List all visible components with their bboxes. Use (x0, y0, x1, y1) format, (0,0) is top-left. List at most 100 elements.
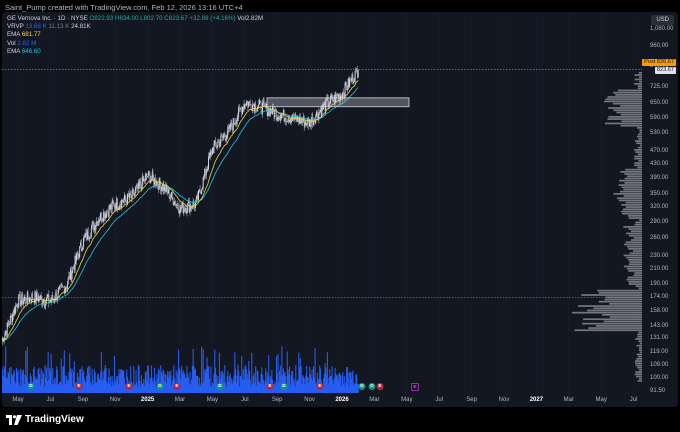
candle-body (179, 205, 181, 214)
candle (138, 179, 140, 190)
candle (15, 302, 17, 315)
volume-profile-bar (608, 107, 642, 109)
candle (35, 291, 37, 304)
volume-bar (131, 385, 133, 393)
earnings-event-icon[interactable]: E (266, 383, 274, 390)
candle-body (298, 120, 300, 124)
price-axis-label: 290.00 (650, 218, 669, 225)
legend-vol-row[interactable]: Vol 2.82 M (7, 40, 263, 48)
candle (93, 222, 95, 235)
volume-bar (277, 354, 279, 393)
candle (179, 200, 181, 216)
dividend-event-icon[interactable]: D (368, 383, 376, 390)
candle-body (61, 285, 63, 287)
legend-vrvp-row[interactable]: VRVP 13.68 K 11.13 K 24.81K (7, 23, 263, 31)
earnings-event-icon[interactable]: E (173, 383, 181, 390)
volume-bar (238, 386, 240, 393)
volume-bar (173, 365, 175, 393)
candle-body (240, 108, 242, 110)
volume-bar (106, 381, 108, 393)
candle (90, 232, 91, 239)
volume-bar (142, 384, 144, 393)
legend-ema-slow-row[interactable]: EMA 646.60 (7, 48, 263, 56)
chart-panel[interactable]: GE Vernova Inc. · 1D · NYSE O822.93 H834… (2, 12, 678, 407)
candle (352, 71, 354, 85)
candle-body (117, 208, 119, 209)
volume-profile-bar (613, 91, 642, 94)
volume-profile-bar (620, 190, 642, 193)
ema-fast-line (2, 79, 359, 341)
candle (162, 180, 164, 194)
earnings-event-icon[interactable]: E (125, 383, 133, 390)
volume-bar (323, 373, 325, 393)
candle (52, 291, 54, 301)
candle (32, 290, 34, 301)
volume-bar (241, 355, 243, 393)
candle (223, 133, 225, 141)
volume-bar (96, 374, 99, 393)
volume-bar (118, 368, 120, 393)
vol-label[interactable]: Vol (7, 39, 16, 47)
ema-fast-label[interactable]: EMA (7, 31, 21, 39)
volume-bar (356, 383, 359, 393)
legend-symbol-row[interactable]: GE Vernova Inc. · 1D · NYSE O822.93 H834… (7, 15, 263, 23)
candle-body (245, 104, 247, 106)
price-axis-label: 590.00 (650, 114, 669, 121)
candle (232, 123, 233, 134)
volume-profile-bar (627, 276, 642, 279)
chart-canvas[interactable] (2, 12, 678, 407)
candle-body (22, 294, 24, 305)
volume-bar (66, 380, 68, 393)
candle-body (144, 175, 146, 182)
ema-slow-label[interactable]: EMA (7, 47, 21, 55)
candle (67, 277, 69, 285)
candle-body (47, 294, 49, 299)
volume-bar (281, 346, 283, 393)
candle (221, 133, 223, 142)
currency-button[interactable]: USD (651, 15, 674, 25)
volume-bar (164, 373, 166, 393)
candle-body (229, 124, 231, 130)
volume-bar (254, 382, 256, 393)
earnings-event-icon[interactable]: E (376, 383, 384, 390)
price-axis-label: 260.00 (650, 234, 669, 241)
volume-bar (272, 384, 274, 393)
time-axis-label: May (12, 397, 24, 403)
dividend-event-icon[interactable]: D (27, 383, 35, 390)
candle-body (36, 292, 37, 301)
dividend-event-icon[interactable]: D (156, 383, 164, 390)
dividend-event-icon[interactable]: D (216, 383, 224, 390)
candle-body (105, 213, 107, 218)
candle-body (222, 137, 224, 138)
candle-body (170, 197, 172, 198)
volume-bar (290, 375, 292, 393)
candle (121, 198, 123, 203)
candle (246, 100, 248, 105)
candle-body (356, 68, 358, 70)
volume-bar (345, 382, 347, 393)
candle-body (121, 200, 123, 202)
volume-bar (307, 377, 309, 393)
candle-body (99, 219, 101, 222)
earnings-event-icon[interactable]: E (411, 383, 419, 391)
volume-bar (204, 372, 207, 393)
symbol-title[interactable]: GE Vernova Inc. · 1D · NYSE (7, 15, 88, 22)
candle-body (23, 298, 25, 301)
volume-bar (13, 370, 15, 393)
candle-body (303, 116, 305, 127)
candle (350, 77, 352, 84)
vrvp-label[interactable]: VRVP (7, 23, 24, 31)
volume-bar (57, 384, 59, 393)
dividend-event-icon[interactable]: D (358, 383, 366, 390)
legend-ema-fast-row[interactable]: EMA 681.77 (7, 31, 263, 39)
dividend-event-icon[interactable]: D (280, 383, 288, 390)
earnings-event-icon[interactable]: E (316, 383, 324, 390)
candle-body (329, 96, 331, 104)
volume-profile-bar (623, 254, 642, 257)
volume-profile-bar (639, 219, 642, 222)
volume-bar (32, 368, 35, 393)
candle-body (140, 185, 142, 190)
candle (96, 217, 98, 227)
earnings-event-icon[interactable]: E (75, 383, 83, 390)
candle (228, 124, 230, 132)
